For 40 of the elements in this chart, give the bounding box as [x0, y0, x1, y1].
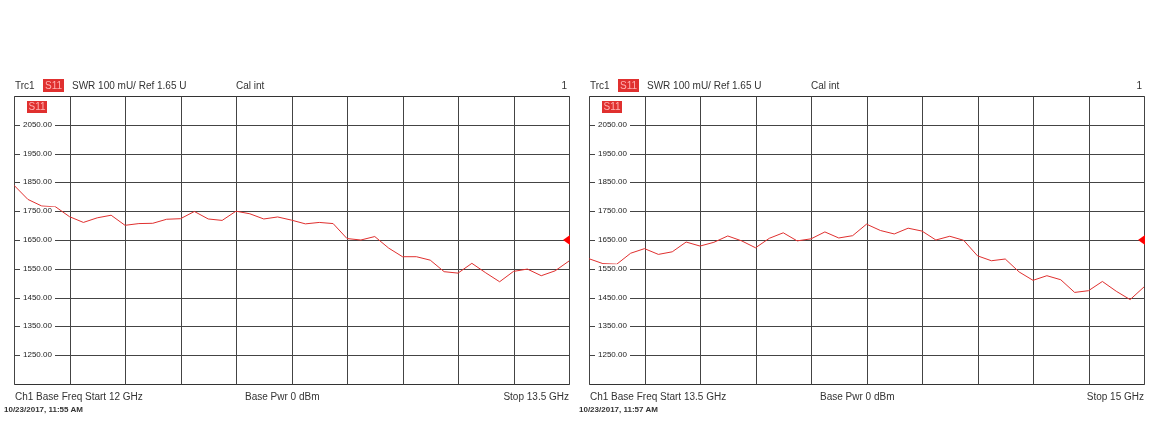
- text: Cal int: [236, 80, 265, 91]
- y-tick-label: 1950.00: [23, 148, 53, 158]
- y-tick-label: 1250.00: [598, 350, 628, 360]
- y-tick-label: 1350.00: [598, 321, 628, 331]
- line-series: [589, 223, 1144, 301]
- y-tick-label: 1450.00: [23, 292, 53, 302]
- text: Stop 13.5 GHz: [503, 391, 569, 402]
- legend-label: S11: [28, 101, 46, 112]
- text: 1: [561, 80, 568, 91]
- y-tick-label: 1350.00: [23, 321, 53, 331]
- y-tick-label: 1950.00: [598, 148, 628, 158]
- text: 10/23/2017, 11:57 AM: [579, 405, 659, 414]
- text: Ch1 Base Freq Start 12 GHz: [15, 391, 143, 402]
- text: SWR 100 mU/ Ref 1.65 U: [72, 80, 187, 91]
- text: Base Pwr 0 dBm: [820, 391, 895, 402]
- text: Trc1: [15, 80, 36, 91]
- text: Trc1: [590, 80, 611, 91]
- text: Stop 15 GHz: [1086, 391, 1144, 402]
- y-tick-label: 1450.00: [598, 292, 628, 302]
- text: S11: [45, 80, 63, 91]
- y-tick-label: 1550.00: [23, 263, 53, 273]
- y-tick-label: 1550.00: [598, 263, 628, 273]
- y-tick-label: 1850.00: [23, 177, 53, 187]
- y-tick-label: 1850.00: [598, 177, 628, 187]
- y-tick-label: 2050.00: [598, 119, 628, 129]
- line-series: [14, 184, 569, 283]
- y-tick-label: 2050.00: [23, 119, 53, 129]
- text: Ch1 Base Freq Start 13.5 GHz: [590, 391, 727, 402]
- y-tick-label: 1750.00: [23, 206, 53, 216]
- text: Cal int: [811, 80, 840, 91]
- text: Base Pwr 0 dBm: [245, 391, 320, 402]
- text: S11: [620, 80, 638, 91]
- y-tick-label: 1650.00: [598, 235, 628, 244]
- y-tick-label: 1250.00: [23, 350, 53, 360]
- text: 10/23/2017, 11:55 AM: [4, 405, 84, 414]
- y-tick-label: 1750.00: [598, 206, 628, 216]
- legend-label: S11: [603, 101, 621, 112]
- text: 1: [1136, 80, 1143, 91]
- text: SWR 100 mU/ Ref 1.65 U: [647, 80, 762, 91]
- y-tick-label: 1650.00: [23, 235, 53, 244]
